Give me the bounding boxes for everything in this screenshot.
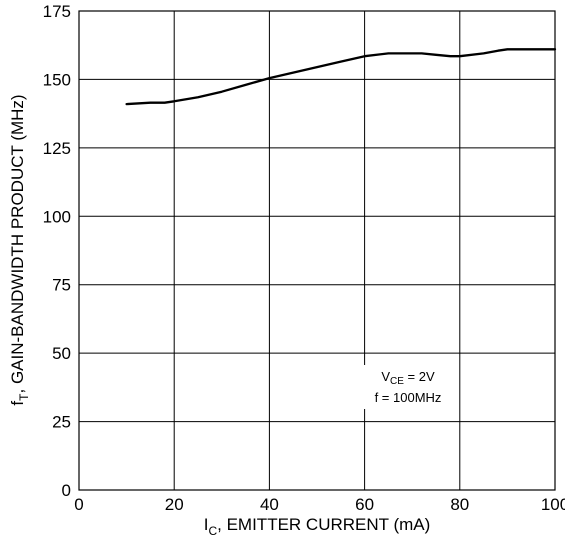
- x-tick-labels: 0 20 40 60 80 100: [74, 495, 565, 514]
- y-tick-labels: 0 25 50 75 100 125 150 175: [43, 2, 71, 500]
- grid: [79, 11, 555, 490]
- x-tick-label: 0: [74, 495, 83, 514]
- x-tick-label: 100: [541, 495, 565, 514]
- x-tick-label: 40: [260, 495, 279, 514]
- y-tick-label: 50: [52, 344, 71, 363]
- x-tick-label: 80: [450, 495, 469, 514]
- y-tick-label: 25: [52, 413, 71, 432]
- x-axis-label: IC, EMITTER CURRENT (mA): [204, 515, 431, 537]
- annotation-vce: VCE = 2V: [381, 369, 435, 387]
- plot-frame: [78, 10, 556, 491]
- y-tick-label: 150: [43, 70, 71, 89]
- y-tick-label: 100: [43, 207, 71, 226]
- series-line: [125, 48, 557, 106]
- series-group: [125, 48, 557, 106]
- y-tick-label: 75: [52, 276, 71, 295]
- y-axis-label: fT, GAIN-BANDWIDTH PRODUCT (MHz): [8, 94, 31, 405]
- x-tick-label: 60: [355, 495, 374, 514]
- x-tick-label: 20: [165, 495, 184, 514]
- y-tick-label: 125: [43, 139, 71, 158]
- y-tick-label: 0: [62, 481, 71, 500]
- y-tick-label: 175: [43, 2, 71, 21]
- annotation-frequency: f = 100MHz: [375, 390, 442, 405]
- annotation-box: [362, 365, 454, 409]
- plot-area: [79, 11, 555, 490]
